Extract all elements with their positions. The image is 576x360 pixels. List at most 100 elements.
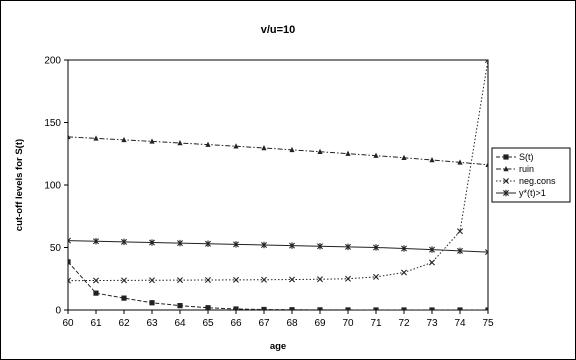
data-point: [345, 243, 351, 251]
data-point: [149, 300, 155, 306]
data-point: [401, 269, 407, 276]
x-tick-label: 70: [342, 318, 354, 329]
legend-marker: [503, 166, 509, 172]
data-point: [401, 245, 407, 252]
data-point: [177, 239, 183, 247]
data-point: [457, 228, 463, 235]
x-axis-label: age: [270, 341, 286, 352]
data-point: [261, 145, 267, 151]
series-1: [68, 259, 488, 310]
plot-border: [67, 59, 489, 311]
data-point: [317, 307, 323, 310]
data-point: [233, 143, 239, 149]
x-tick-label: 65: [202, 318, 214, 329]
series-4: [68, 237, 488, 256]
data-point: [149, 239, 155, 246]
data-point: [177, 140, 183, 146]
x-tick-label: 67: [258, 318, 270, 329]
data-point: [429, 246, 435, 253]
legend-marker: [503, 178, 509, 184]
data-point: [345, 150, 351, 156]
data-point: [317, 276, 323, 283]
x-tick-label: 71: [370, 318, 382, 329]
series-line: [68, 261, 488, 310]
data-point: [289, 307, 295, 310]
data-point: [457, 247, 463, 255]
x-tick-label: 62: [118, 318, 130, 329]
series-2: [68, 133, 488, 167]
plot-area: 0 50 100 150 200 60 61 62 63 64 65 66 67 68 69 70 71 72 73…: [44, 56, 494, 330]
legend-marker: [503, 154, 509, 160]
data-point: [68, 237, 71, 244]
data-point: [261, 306, 267, 310]
legend: S(t) ruin neg.cons y*(t)>1: [491, 147, 571, 203]
x-tick-label: 60: [62, 318, 74, 329]
data-point: [429, 157, 435, 163]
data-point: [205, 141, 211, 147]
data-point: [233, 306, 239, 310]
data-point: [261, 241, 267, 249]
data-point: [93, 277, 99, 284]
data-point: [121, 277, 127, 284]
data-point: [121, 136, 127, 143]
data-point: [177, 277, 183, 284]
data-point: [401, 307, 407, 310]
data-point: [93, 290, 99, 296]
y-tick-label: 100: [44, 181, 61, 192]
x-tick-label: 61: [90, 318, 102, 329]
data-point: [121, 295, 127, 301]
data-point: [177, 303, 183, 309]
legend-label: S(t): [519, 152, 534, 162]
x-tick-label: 66: [230, 318, 242, 329]
series-line: [68, 136, 488, 166]
data-point: [457, 159, 463, 165]
series-line: [68, 240, 488, 253]
data-point: [233, 241, 239, 248]
y-tick-label: 200: [44, 56, 61, 67]
data-point: [485, 161, 488, 167]
data-point: [373, 244, 379, 251]
legend-label: y*(t)>1: [519, 188, 546, 198]
data-point: [68, 259, 71, 265]
data-point: [93, 135, 99, 141]
data-point: [289, 146, 295, 153]
x-tick-label: 72: [398, 318, 410, 329]
data-point: [373, 307, 379, 310]
y-tick-label: 150: [44, 118, 61, 129]
data-point: [485, 307, 488, 310]
legend-label: neg.cons: [519, 176, 556, 186]
x-tick-label: 74: [454, 318, 466, 329]
x-tick-label: 73: [426, 318, 438, 329]
data-point: [345, 307, 351, 310]
data-point: [68, 133, 71, 140]
data-point: [93, 238, 99, 245]
data-point: [485, 248, 488, 256]
x-tick-label: 75: [482, 318, 494, 329]
y-tick-label: 50: [50, 243, 62, 254]
data-point: [429, 307, 435, 310]
series-3: [68, 60, 488, 284]
data-point: [289, 276, 295, 283]
data-point: [121, 238, 127, 246]
data-point: [317, 148, 323, 154]
x-tick-label: 64: [174, 318, 186, 329]
x-tick-label: 69: [314, 318, 326, 329]
data-point: [205, 305, 211, 310]
data-point: [401, 154, 407, 160]
data-point: [317, 243, 323, 250]
data-point: [149, 277, 155, 284]
series-line: [68, 60, 488, 282]
data-point: [68, 277, 71, 284]
legend-marker: [503, 189, 509, 197]
data-point: [205, 277, 211, 283]
data-point: [345, 275, 351, 282]
data-point: [373, 152, 379, 158]
y-axis-label: cut-off levels for S(t): [14, 139, 25, 231]
chart-title: v/u=10: [261, 24, 296, 36]
data-point: [261, 276, 267, 283]
y-tick-label: 0: [55, 306, 61, 317]
data-point: [373, 273, 379, 280]
data-point: [485, 60, 488, 63]
data-point: [289, 242, 295, 249]
